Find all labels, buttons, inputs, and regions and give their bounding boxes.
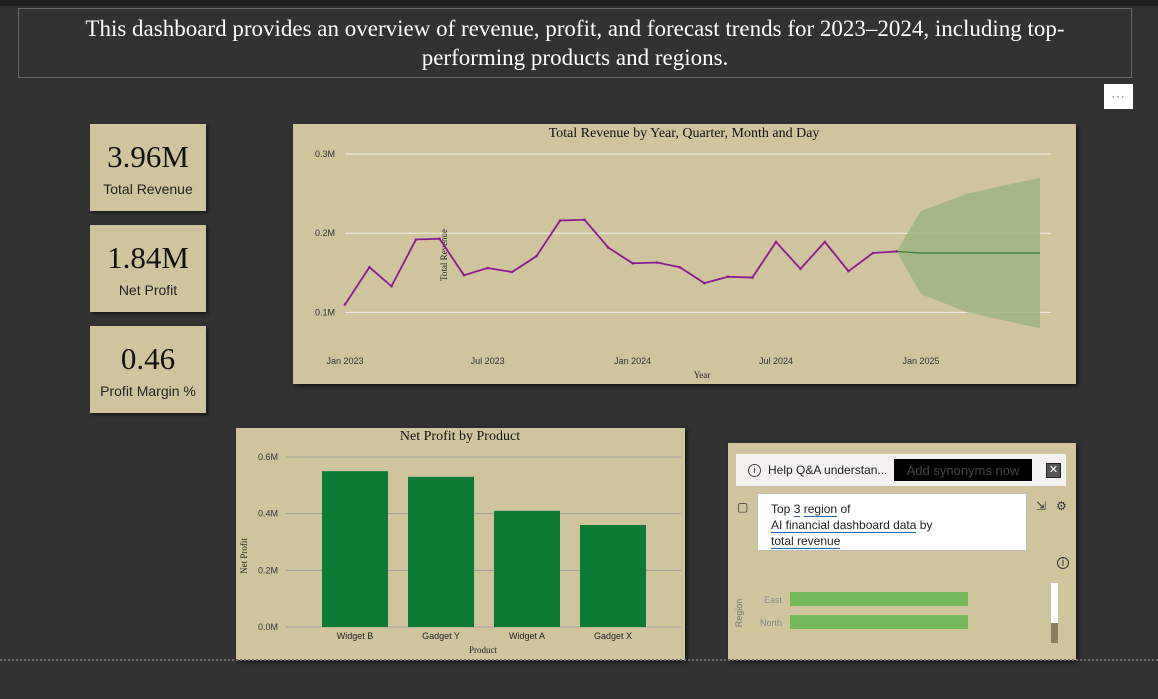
y-tick-label: 0.4M [258, 509, 278, 519]
query-text: by [919, 518, 933, 532]
region-label: East [764, 595, 783, 605]
query-term: total revenue [771, 534, 841, 549]
share-icon[interactable]: ⇲ [1036, 499, 1047, 513]
revenue-line-chart[interactable]: Total Revenue by Year, Quarter, Month an… [293, 124, 1076, 384]
revenue-point [414, 238, 418, 241]
info-icon: i [748, 463, 761, 477]
x-axis-title: Product [469, 645, 497, 655]
info-icon[interactable]: i [1057, 557, 1069, 569]
revenue-point [486, 266, 489, 270]
y-tick-label: 0.2M [315, 228, 335, 238]
chart-title: Total Revenue by Year, Quarter, Month an… [549, 126, 820, 141]
qa-help-text: Help Q&A understan... [768, 463, 886, 477]
chart-title: Net Profit by Product [400, 429, 520, 444]
revenue-point [799, 267, 802, 271]
gear-icon[interactable]: ⚙ [1056, 499, 1067, 513]
region-bar[interactable] [790, 615, 968, 629]
x-tick-label: Jul 2024 [759, 356, 793, 366]
revenue-point [462, 273, 466, 277]
x-tick-label: Jan 2024 [614, 356, 651, 366]
qa-bar-chart: Region East North [734, 583, 1058, 643]
page-divider [0, 659, 1158, 661]
kpi-card-total-revenue[interactable]: 3.96M Total Revenue [90, 124, 206, 211]
revenue-point [847, 269, 850, 273]
kpi-card-profit-margin[interactable]: 0.46 Profit Margin % [90, 326, 206, 413]
revenue-point [343, 303, 347, 306]
scrollbar-thumb[interactable] [1051, 583, 1058, 623]
x-tick-label: Jan 2023 [326, 356, 363, 366]
query-text: Top [771, 502, 791, 516]
chat-icon[interactable]: ▢ [737, 500, 749, 514]
kpi-value: 3.96M [107, 139, 189, 174]
revenue-point [390, 284, 393, 288]
revenue-point [558, 219, 562, 222]
more-options-button[interactable]: ··· [1104, 84, 1133, 109]
revenue-point [726, 275, 730, 279]
y-axis-title: Net Profit [239, 538, 249, 574]
profit-bar[interactable] [494, 510, 560, 627]
x-tick-label: Jul 2023 [471, 356, 505, 366]
revenue-point [871, 251, 875, 255]
revenue-point [751, 276, 754, 279]
kpi-label: Net Profit [118, 282, 178, 298]
x-tick-label: Gadget Y [422, 631, 460, 641]
revenue-point [655, 261, 659, 264]
kpi-value: 1.84M [107, 240, 189, 275]
revenue-point [535, 254, 538, 258]
query-text: of [840, 502, 851, 516]
profit-chart-svg: Net Profit by Product Net Profit Product… [239, 429, 681, 655]
revenue-point [774, 240, 778, 244]
query-term: 3 [793, 502, 801, 517]
y-tick-label: 0.6M [258, 452, 278, 462]
revenue-point [510, 270, 514, 274]
revenue-point [368, 265, 371, 269]
x-tick-label: Widget A [509, 631, 545, 641]
y-axis-title: Region [734, 599, 744, 628]
query-term: AI financial dashboard data [771, 518, 917, 533]
revenue-point [583, 218, 586, 222]
profit-bar[interactable] [408, 476, 474, 627]
revenue-point [895, 250, 898, 253]
profit-bar[interactable] [322, 471, 388, 627]
qa-query-input[interactable]: Top 3 region of AI financial dashboard d… [757, 493, 1027, 551]
kpi-label: Profit Margin % [100, 383, 196, 399]
x-tick-label: Jan 2025 [902, 356, 939, 366]
y-tick-label: 0.0M [258, 622, 278, 632]
y-tick-label: 0.2M [258, 565, 278, 575]
revenue-point [438, 237, 441, 241]
qa-help-bar: i Help Q&A understan... Add synonyms now… [736, 454, 1066, 486]
revenue-series-line [344, 218, 897, 305]
x-tick-label: Widget B [337, 631, 374, 641]
kpi-card-net-profit[interactable]: 1.84M Net Profit [90, 225, 206, 312]
profit-bar[interactable] [580, 525, 646, 627]
dashboard-description: This dashboard provides an overview of r… [18, 8, 1132, 78]
region-bar[interactable] [790, 592, 968, 606]
query-term: region [803, 502, 838, 517]
profit-bar-chart[interactable]: Net Profit by Product Net Profit Product… [236, 428, 685, 660]
revenue-point [703, 281, 706, 285]
x-axis-title: Year [694, 370, 711, 380]
kpi-value: 0.46 [120, 341, 176, 376]
top-strip [0, 0, 1158, 6]
add-synonyms-button[interactable]: Add synonyms now [894, 459, 1032, 481]
revenue-chart-svg: Total Revenue by Year, Quarter, Month an… [315, 126, 1051, 380]
x-tick-label: Gadget X [594, 631, 632, 641]
kpi-label: Total Revenue [103, 181, 193, 197]
y-tick-label: 0.1M [315, 307, 335, 317]
forecast-line [896, 250, 1040, 254]
y-axis-title: Total Revenue [439, 229, 449, 281]
scrollbar-track[interactable] [1051, 623, 1058, 643]
close-icon[interactable]: ✕ [1046, 462, 1061, 478]
qa-visual[interactable]: i Help Q&A understan... Add synonyms now… [728, 443, 1076, 660]
revenue-point [823, 240, 827, 244]
y-tick-label: 0.3M [315, 149, 335, 159]
region-label: North [760, 618, 782, 628]
revenue-point [678, 265, 682, 269]
description-text: This dashboard provides an overview of r… [85, 16, 1065, 70]
revenue-point [631, 261, 634, 265]
revenue-point [606, 246, 610, 249]
